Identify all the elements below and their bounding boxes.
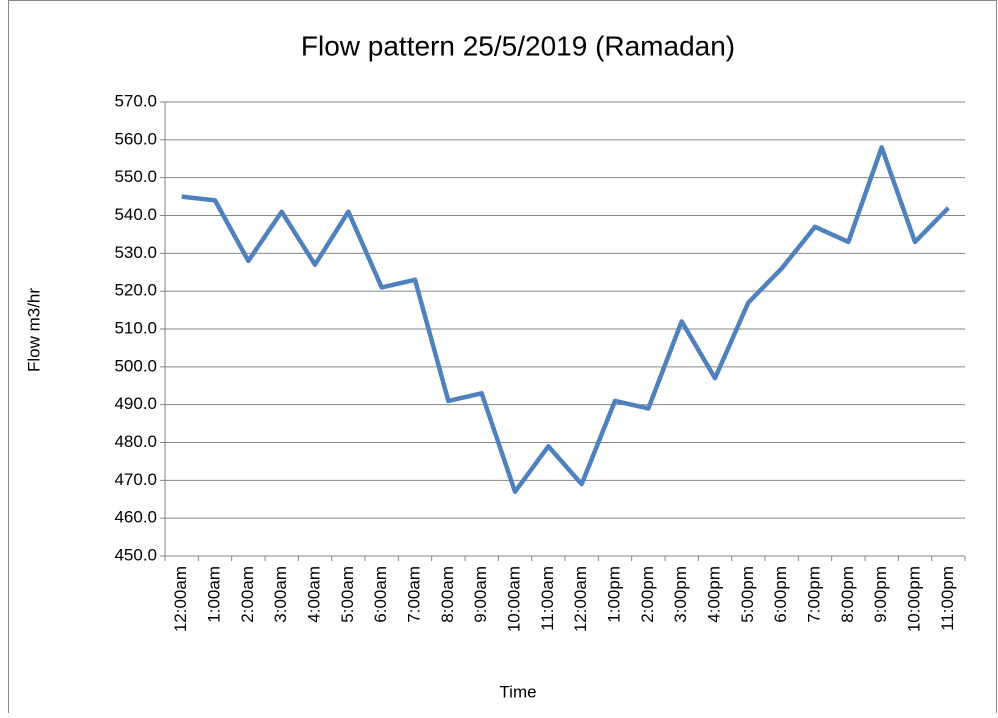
y-tick-label: 480.0 xyxy=(114,432,157,451)
x-tick-label: 12:00am xyxy=(571,566,590,632)
x-tick-label: 11:00pm xyxy=(938,566,957,631)
x-tick-label: 1:00pm xyxy=(604,566,623,623)
y-tick-label: 510.0 xyxy=(114,318,157,337)
y-tick-label: 470.0 xyxy=(114,470,157,489)
x-tick-label: 2:00am xyxy=(238,566,257,623)
x-tick-label: 6:00am xyxy=(371,566,390,623)
x-tick-label: 5:00pm xyxy=(738,566,757,623)
x-tick-label: 12:00am xyxy=(171,566,190,632)
x-axis-label: Time xyxy=(499,682,536,701)
y-tick-label: 520.0 xyxy=(114,281,157,300)
x-tick-label: 7:00am xyxy=(404,566,423,623)
x-tick-label: 4:00am xyxy=(304,566,323,623)
x-tick-label: 3:00pm xyxy=(671,566,690,623)
x-tick-label: 9:00pm xyxy=(871,566,890,623)
x-tick-label: 8:00pm xyxy=(838,566,857,623)
x-tick-label: 10:00pm xyxy=(904,566,923,632)
x-tick-label: 7:00pm xyxy=(804,566,823,623)
y-tick-label: 460.0 xyxy=(114,508,157,527)
x-tick-label: 6:00pm xyxy=(771,566,790,623)
x-tick-label: 9:00am xyxy=(471,566,490,623)
y-tick-label: 530.0 xyxy=(114,243,157,262)
data-line xyxy=(181,145,950,494)
y-tick-label: 500.0 xyxy=(114,356,157,375)
x-tick-label: 1:00am xyxy=(204,566,223,623)
y-tick-label: 550.0 xyxy=(114,167,157,186)
chart-frame xyxy=(8,0,997,718)
x-tick-label: 2:00pm xyxy=(638,566,657,623)
y-tick-label: 450.0 xyxy=(114,545,157,564)
y-axis-label: Flow m3/hr xyxy=(24,288,43,372)
x-tick-label: 5:00am xyxy=(338,566,357,623)
y-tick-label: 570.0 xyxy=(114,91,157,110)
y-tick-label: 560.0 xyxy=(114,129,157,148)
y-tick-label: 490.0 xyxy=(114,394,157,413)
x-tick-label: 8:00am xyxy=(438,566,457,623)
y-tick-label: 540.0 xyxy=(114,205,157,224)
chart-title: Flow pattern 25/5/2019 (Ramadan) xyxy=(301,30,735,61)
x-tick-label: 10:00am xyxy=(504,566,523,632)
x-tick-label: 4:00pm xyxy=(704,566,723,623)
x-tick-label: 3:00am xyxy=(271,566,290,623)
x-tick-label: 11:00am xyxy=(538,566,557,631)
